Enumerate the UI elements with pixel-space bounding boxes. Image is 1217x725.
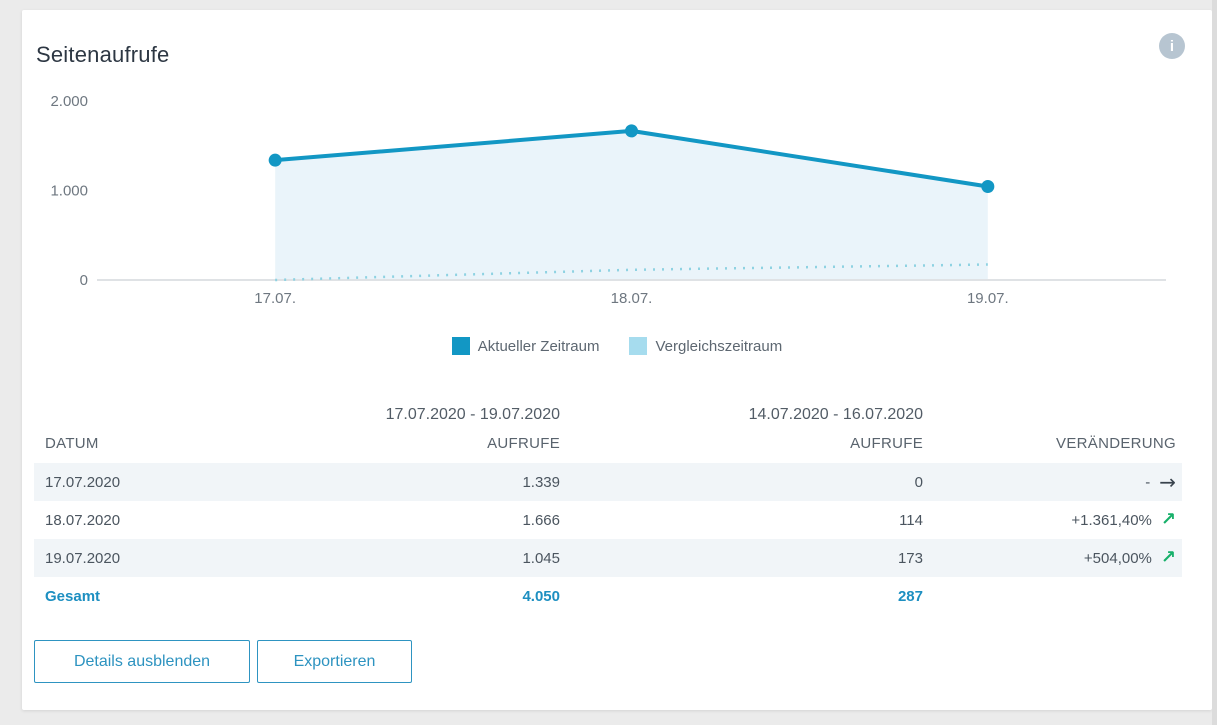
column-header-row: DATUM AUFRUFE AUFRUFE VERÄNDERUNG: [34, 429, 1182, 457]
total-comparison-value: 287: [897, 587, 923, 605]
arrow-right-icon: →: [1159, 470, 1176, 494]
info-icon-glyph: i: [1169, 37, 1175, 55]
current-period-swatch-icon: [451, 337, 470, 355]
total-label: Gesamt: [45, 587, 101, 605]
row-comparison-value: 114: [899, 511, 923, 529]
svg-text:18.07.: 18.07.: [611, 290, 653, 307]
range-header-comparison: 14.07.2020 - 16.07.2020: [748, 406, 923, 423]
row-change-value: +504,00%: [1083, 549, 1152, 567]
table-total-row: Gesamt 4.050 287: [34, 577, 1182, 615]
svg-text:19.07.: 19.07.: [967, 290, 1009, 307]
range-header-row: 17.07.2020 - 19.07.2020 14.07.2020 - 16.…: [34, 401, 1182, 429]
row-current-value: 1.045: [522, 549, 560, 567]
column-header-aufrufe-comparison: AUFRUFE: [850, 434, 923, 452]
hide-details-button[interactable]: Details ausblenden: [34, 640, 250, 683]
legend-item-comparison[interactable]: Vergleichszeitraum: [629, 337, 782, 355]
row-change-cell: +1.361,40% ↗: [923, 511, 1182, 529]
row-change-cell: +504,00% ↗: [923, 549, 1182, 567]
legend-label-comparison: Vergleichszeitraum: [655, 337, 783, 355]
action-buttons: Details ausblenden Exportieren: [34, 640, 412, 683]
chart-legend: Aktueller Zeitraum Vergleichszeitraum: [22, 337, 1212, 355]
row-current-value: 1.339: [522, 473, 560, 491]
page-title: Seitenaufrufe: [36, 42, 170, 67]
column-header-aufrufe-current: AUFRUFE: [487, 434, 560, 452]
info-icon[interactable]: i: [1159, 33, 1185, 59]
pageviews-chart: 2.000 1.000 0 17.07. 18.07. 19.07.: [50, 93, 1166, 307]
table-row: 17.07.2020 1.339 0 - →: [34, 463, 1182, 501]
row-change-cell: - →: [923, 472, 1182, 492]
arrow-up-right-icon: ↗: [1160, 509, 1176, 530]
svg-text:0: 0: [80, 272, 88, 289]
column-header-datum: DATUM: [45, 434, 99, 452]
pageviews-card: Seitenaufrufe i 2.000 1.000 0 17.07. 18.07. 1…: [22, 10, 1212, 710]
svg-text:2.000: 2.000: [50, 93, 88, 110]
row-date: 18.07.2020: [45, 511, 121, 529]
svg-text:1.000: 1.000: [50, 183, 88, 200]
svg-text:17.07.: 17.07.: [254, 290, 296, 307]
row-comparison-value: 0: [914, 473, 923, 491]
comparison-period-swatch-icon: [629, 337, 648, 355]
range-header-current: 17.07.2020 - 19.07.2020: [385, 406, 560, 423]
table-row: 19.07.2020 1.045 173 +504,00% ↗: [34, 539, 1182, 577]
arrow-up-right-icon: ↗: [1160, 547, 1176, 568]
pageviews-table: 17.07.2020 - 19.07.2020 14.07.2020 - 16.…: [34, 401, 1182, 615]
row-comparison-value: 173: [897, 549, 923, 567]
legend-label-current: Aktueller Zeitraum: [477, 337, 600, 355]
export-button[interactable]: Exportieren: [257, 640, 412, 683]
table-row: 18.07.2020 1.666 114 +1.361,40% ↗: [34, 501, 1182, 539]
row-date: 19.07.2020: [45, 549, 121, 567]
row-change-value: -: [1145, 473, 1151, 491]
row-change-value: +1.361,40%: [1071, 511, 1152, 529]
row-date: 17.07.2020: [45, 473, 121, 491]
row-current-value: 1.666: [522, 511, 560, 529]
legend-item-current[interactable]: Aktueller Zeitraum: [451, 337, 600, 355]
column-header-veraenderung: VERÄNDERUNG: [1056, 434, 1176, 452]
total-current-value: 4.050: [522, 587, 560, 605]
